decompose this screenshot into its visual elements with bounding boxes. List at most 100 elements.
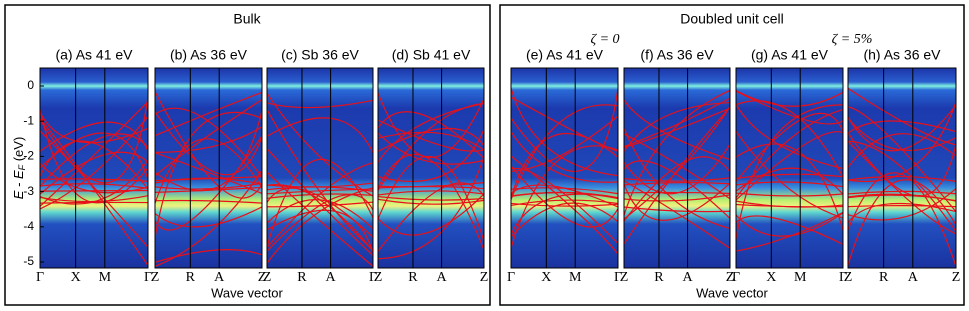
band-curve <box>266 99 374 109</box>
band-curve <box>154 91 263 137</box>
intensity-map <box>378 68 484 268</box>
k-point-label: R <box>408 270 418 285</box>
band-curve <box>154 199 263 204</box>
k-point-label: R <box>297 270 307 285</box>
k-point-label: A <box>908 270 919 285</box>
band-curve <box>735 167 844 195</box>
band-curve <box>39 112 149 144</box>
annotation: ζ = 5% <box>832 32 873 47</box>
band-curve <box>377 193 485 236</box>
band-curve <box>266 183 374 252</box>
k-point-label: Z <box>480 270 489 285</box>
band-curve <box>623 102 731 152</box>
band-curve <box>623 181 731 186</box>
band-curve <box>847 175 957 182</box>
band-curve <box>377 195 485 201</box>
band-curve <box>154 152 263 194</box>
band-curves <box>154 91 263 267</box>
x-axis-label: Wave vector <box>211 285 283 300</box>
band-curves <box>735 90 844 252</box>
band-curve <box>735 90 844 125</box>
band-curve <box>735 192 844 197</box>
y-axis-label: E - EF (eV) <box>11 137 27 200</box>
band-curve <box>510 131 619 183</box>
band-curve <box>39 195 149 203</box>
band-curves <box>266 92 374 267</box>
band-curve <box>847 106 957 213</box>
group-title: Doubled unit cell <box>680 11 784 27</box>
band-curve <box>39 140 149 190</box>
band-curve <box>735 104 844 170</box>
band-curve <box>266 187 374 238</box>
band-curve <box>510 155 619 255</box>
band-curve <box>39 201 149 204</box>
band-curve <box>154 111 263 238</box>
band-curves <box>623 89 731 249</box>
k-point-label: Z <box>263 270 272 285</box>
band-curve <box>735 131 844 201</box>
band-curve <box>154 169 263 267</box>
k-point-label: Z <box>374 270 383 285</box>
k-point-label: X <box>766 270 776 285</box>
band-curves <box>39 96 149 266</box>
band-curve <box>735 104 844 240</box>
k-point-label: Γ <box>369 270 377 285</box>
band-curve <box>510 184 619 208</box>
band-curve <box>510 199 619 206</box>
k-point-label: R <box>654 270 664 285</box>
band-curve <box>735 90 844 107</box>
k-point-label: A <box>683 270 694 285</box>
k-point-label: R <box>186 270 196 285</box>
panel-frame <box>266 67 374 269</box>
band-curve <box>510 115 619 172</box>
band-curve <box>510 88 619 173</box>
band-curve <box>735 100 844 178</box>
k-point-label: A <box>326 270 337 285</box>
band-curve <box>847 190 957 195</box>
k-point-label: R <box>879 270 889 285</box>
band-curve <box>623 106 731 220</box>
band-curve <box>377 190 485 196</box>
panel-frame <box>623 67 731 269</box>
band-curve <box>377 132 485 165</box>
band-curve <box>377 127 485 153</box>
band-curve <box>266 92 374 197</box>
y-tick-label: -4 <box>23 219 34 233</box>
band-curve <box>377 129 485 183</box>
band-curve <box>266 109 374 251</box>
band-curve <box>847 104 957 152</box>
band-curve <box>377 185 485 190</box>
band-curve <box>377 198 485 205</box>
panel-frame <box>735 67 844 269</box>
k-point-label: Z <box>952 270 961 285</box>
group-title: Bulk <box>233 11 261 27</box>
y-label-sub: F <box>17 164 27 170</box>
band-curve <box>377 92 485 158</box>
band-curves <box>510 87 619 255</box>
band-curve <box>510 192 619 199</box>
panel-frame <box>154 67 263 269</box>
band-curve <box>154 111 263 176</box>
band-curve <box>847 194 957 202</box>
band-curve <box>154 99 263 177</box>
band-curve <box>377 153 485 251</box>
band-curve <box>623 97 731 148</box>
band-curve <box>623 99 731 161</box>
y-tick-label: -3 <box>23 184 34 198</box>
band-curves <box>377 92 485 260</box>
x-axis-label: Wave vector <box>696 285 768 300</box>
band-curve <box>735 143 844 231</box>
band-curve <box>154 176 263 182</box>
annotation: ζ = 0 <box>590 32 619 47</box>
band-curve <box>735 112 844 182</box>
band-curve <box>266 117 374 153</box>
band-curve <box>623 194 731 202</box>
band-curve <box>623 191 731 195</box>
k-point-label: A <box>214 270 225 285</box>
band-curve <box>847 140 957 232</box>
band-curve <box>735 108 844 199</box>
band-curve <box>266 201 374 208</box>
band-curve <box>154 182 263 190</box>
panel-label: (f) As 36 eV <box>640 47 714 63</box>
